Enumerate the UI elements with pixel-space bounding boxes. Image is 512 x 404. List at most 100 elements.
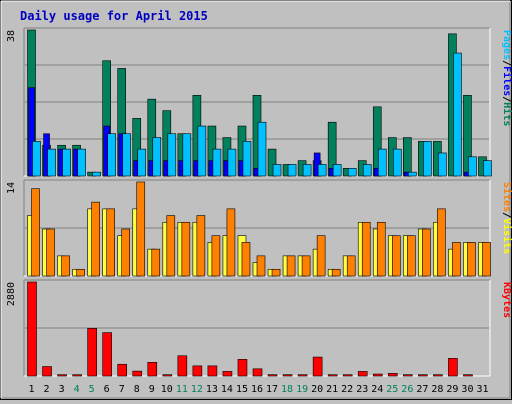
bar-hits-day-26	[403, 137, 412, 177]
bar-sites-day-29	[452, 242, 461, 277]
bar-kbytes-day-3	[57, 374, 67, 377]
bar-sites-day-5	[91, 201, 100, 277]
bar-sites-day-31	[482, 242, 491, 277]
bar-kbytes-day-28	[433, 374, 443, 377]
bar-pages-day-11	[182, 133, 192, 177]
x-tick-label: 11	[176, 384, 188, 395]
bar-sites-day-3	[61, 255, 70, 277]
bar-kbytes-day-13	[207, 365, 218, 377]
x-tick-label: 30	[461, 384, 473, 395]
bar-kbytes-day-20	[312, 356, 323, 377]
x-tick-label: 3	[59, 384, 65, 395]
x-tick-label: 24	[371, 384, 383, 395]
bar-sites-day-18	[286, 255, 296, 277]
x-tick-label: 26	[401, 384, 413, 395]
bar-pages-day-31	[483, 160, 492, 177]
bar-kbytes-day-5	[87, 328, 97, 377]
bar-sites-day-20	[316, 235, 326, 277]
bar-kbytes-day-15	[237, 359, 248, 377]
bar-pages-day-25	[392, 148, 402, 177]
bar-sites-day-11	[181, 221, 191, 277]
bar-kbytes-day-9	[147, 361, 158, 377]
legend-entry: /	[501, 96, 512, 102]
x-tick-label: 18	[281, 384, 293, 395]
x-tick-label: 27	[416, 384, 428, 395]
bar-sites-day-30	[467, 242, 476, 277]
bar-kbytes-day-24	[372, 373, 383, 377]
bar-pages-day-17	[272, 164, 282, 177]
bar-sites-day-25	[391, 235, 401, 277]
bar-kbytes-day-22	[342, 374, 353, 377]
x-tick-label: 19	[296, 384, 308, 395]
bar-kbytes-day-29	[448, 358, 458, 377]
bar-sites-day-12	[196, 215, 206, 277]
bar-pages-day-3	[62, 148, 71, 177]
bar-pages-day-1	[32, 141, 41, 177]
legend-entry: Pages	[501, 30, 512, 60]
bar-sites-day-16	[256, 255, 266, 277]
bar-sites-day-23	[361, 221, 371, 277]
bar-pages-day-12	[197, 125, 207, 177]
x-tick-label: 10	[161, 384, 173, 395]
x-tick-label: 23	[356, 384, 368, 395]
x-axis-labels: 1 2 3 4 5 6 7 8 9 10 11 12 13 14 15 16 17 18 19 20 21 22 23 24 2…	[29, 384, 489, 395]
panel-top-ymax-label: 38	[6, 30, 17, 42]
legend-entry: Sites	[501, 182, 512, 212]
legend-entry: /	[501, 212, 512, 218]
panel-top: 38 Pages/Files/Hits	[6, 27, 512, 177]
x-tick-label: 8	[134, 384, 140, 395]
x-tick-label: 12	[191, 384, 203, 395]
bar-kbytes-day-14	[222, 371, 233, 377]
bar-sites-day-24	[376, 221, 386, 277]
bar-pages-day-15	[242, 141, 252, 177]
bar-sites-day-28	[437, 208, 446, 277]
bar-sites-day-26	[407, 235, 416, 277]
panel-bottom-legend: KBytes	[501, 282, 512, 318]
bar-pages-day-28	[438, 152, 447, 177]
bar-sites-day-1	[31, 188, 40, 277]
bar-sites-day-19	[301, 255, 311, 277]
bar-pages-day-9	[152, 137, 162, 177]
bar-kbytes-day-7	[117, 363, 128, 377]
bar-pages-day-23	[362, 164, 372, 177]
bar-pages-day-30	[468, 156, 477, 177]
bar-kbytes-day-27	[418, 374, 428, 377]
bar-kbytes-day-26	[403, 374, 413, 377]
x-tick-label: 22	[341, 384, 353, 395]
bar-kbytes-day-6	[102, 332, 112, 377]
bar-kbytes-day-25	[387, 373, 398, 377]
bar-pages-day-6	[107, 133, 116, 177]
x-tick-label: 20	[311, 384, 323, 395]
bar-kbytes-day-23	[357, 371, 368, 377]
bar-sites-day-4	[76, 268, 85, 277]
x-tick-label: 7	[119, 384, 125, 395]
bar-pages-day-21	[332, 164, 342, 177]
legend-entry: Visits	[501, 218, 512, 254]
bar-kbytes-day-12	[192, 365, 203, 377]
bar-pages-day-20	[317, 164, 327, 177]
x-tick-label: 4	[74, 384, 80, 395]
x-tick-label: 28	[431, 384, 443, 395]
bar-pages-day-8	[137, 148, 147, 177]
x-tick-label: 25	[386, 384, 398, 395]
bar-pages-day-29	[453, 52, 462, 177]
bar-pages-day-13	[212, 148, 222, 177]
x-tick-label: 5	[89, 384, 95, 395]
bar-sites-day-9	[151, 248, 161, 277]
bar-kbytes-day-30	[463, 374, 473, 377]
bar-sites-day-13	[211, 235, 221, 277]
bar-pages-day-10	[167, 133, 177, 177]
bar-kbytes-day-16	[252, 368, 263, 377]
bar-pages-day-14	[227, 148, 237, 177]
bar-pages-day-18	[287, 164, 297, 177]
x-tick-label: 14	[221, 384, 233, 395]
bar-sites-day-15	[241, 242, 251, 277]
bar-kbytes-day-21	[327, 374, 338, 377]
bar-sites-day-17	[271, 268, 281, 277]
bar-pages-day-5	[92, 171, 101, 177]
x-tick-label: 6	[104, 384, 110, 395]
bar-pages-day-4	[77, 148, 86, 177]
chart-title: Daily usage for April 2015	[20, 9, 208, 23]
